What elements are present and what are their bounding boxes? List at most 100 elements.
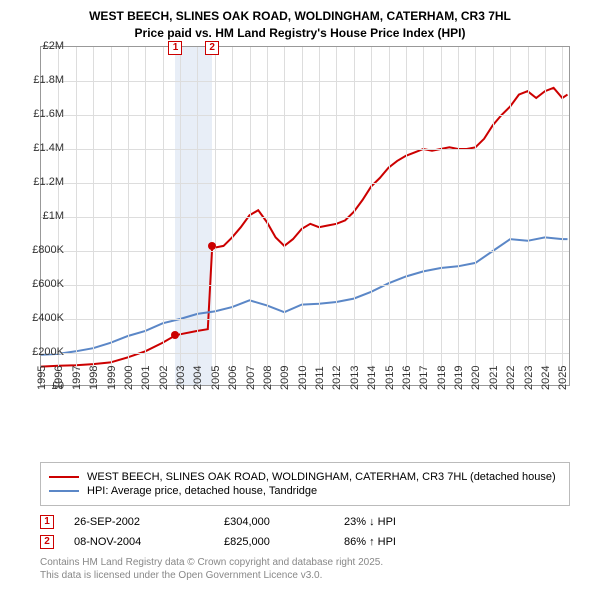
footer-licence: This data is licensed under the Open Gov… xyxy=(40,569,592,582)
gridline-v xyxy=(197,47,198,385)
gridline-v xyxy=(128,47,129,385)
y-axis-tick-label: £1.2M xyxy=(24,176,64,188)
gridline-v xyxy=(93,47,94,385)
footer: Contains HM Land Registry data © Crown c… xyxy=(40,556,592,582)
x-axis-tick-label: 1999 xyxy=(106,365,118,389)
y-axis-tick-label: £1.6M xyxy=(24,108,64,120)
gridline-v xyxy=(371,47,372,385)
legend-swatch-hpi xyxy=(49,490,79,492)
x-axis-tick-label: 2019 xyxy=(453,365,465,389)
gridline-v xyxy=(545,47,546,385)
x-axis-tick-label: 2024 xyxy=(540,365,552,389)
sale-row-delta: 23% ↓ HPI xyxy=(344,516,474,528)
x-axis-tick-label: 2012 xyxy=(331,365,343,389)
x-axis-tick-label: 2014 xyxy=(366,365,378,389)
gridline-h xyxy=(41,149,569,150)
x-axis-tick-label: 2001 xyxy=(140,365,152,389)
gridline-v xyxy=(406,47,407,385)
x-axis-tick-label: 2003 xyxy=(175,365,187,389)
x-axis-tick-label: 2023 xyxy=(523,365,535,389)
legend-swatch-price-paid xyxy=(49,476,79,478)
y-axis-tick-label: £1M xyxy=(24,210,64,222)
x-axis-tick-label: 2010 xyxy=(297,365,309,389)
gridline-v xyxy=(232,47,233,385)
gridline-v xyxy=(302,47,303,385)
x-axis-tick-label: 2011 xyxy=(314,366,326,390)
gridline-v xyxy=(250,47,251,385)
y-axis-tick-label: £600K xyxy=(24,278,64,290)
gridline-h xyxy=(41,217,569,218)
gridline-v xyxy=(528,47,529,385)
gridline-v xyxy=(510,47,511,385)
gridline-h xyxy=(41,251,569,252)
x-axis-tick-label: 1998 xyxy=(88,365,100,389)
x-axis-tick-label: 2016 xyxy=(401,365,413,389)
legend-label-price-paid: WEST BEECH, SLINES OAK ROAD, WOLDINGHAM,… xyxy=(87,471,556,483)
gridline-h xyxy=(41,81,569,82)
gridline-v xyxy=(354,47,355,385)
x-axis-tick-label: 2018 xyxy=(436,365,448,389)
footer-copyright: Contains HM Land Registry data © Crown c… xyxy=(40,556,592,569)
gridline-v xyxy=(562,47,563,385)
gridline-v xyxy=(267,47,268,385)
sale-row-price: £304,000 xyxy=(224,516,324,528)
sale-marker-1: 1 xyxy=(168,41,182,55)
sale-row-price: £825,000 xyxy=(224,536,324,548)
gridline-v xyxy=(163,47,164,385)
y-axis-tick-label: £200K xyxy=(24,346,64,358)
sale-row-delta: 86% ↑ HPI xyxy=(344,536,474,548)
x-axis-tick-label: 2015 xyxy=(384,365,396,389)
title-line-1: WEST BEECH, SLINES OAK ROAD, WOLDINGHAM,… xyxy=(8,8,592,25)
x-axis-tick-label: 2025 xyxy=(557,365,569,389)
legend-label-hpi: HPI: Average price, detached house, Tand… xyxy=(87,485,317,497)
gridline-v xyxy=(76,47,77,385)
series-line-price_paid xyxy=(41,87,568,366)
gridline-v xyxy=(423,47,424,385)
x-axis-tick-label: 2002 xyxy=(158,365,170,389)
x-axis-tick-label: 2017 xyxy=(418,365,430,389)
x-axis-tick-label: 2008 xyxy=(262,365,274,389)
x-axis-tick-label: 2021 xyxy=(488,365,500,389)
gridline-v xyxy=(441,47,442,385)
gridline-h xyxy=(41,353,569,354)
y-axis-tick-label: £1.8M xyxy=(24,74,64,86)
gridline-h xyxy=(41,285,569,286)
sale-row-date: 26-SEP-2002 xyxy=(74,516,204,528)
sale-dot-1 xyxy=(171,331,179,339)
sale-marker-2: 2 xyxy=(205,41,219,55)
sale-row-date: 08-NOV-2004 xyxy=(74,536,204,548)
x-axis-tick-label: 2013 xyxy=(349,365,361,389)
x-axis-tick-label: 1997 xyxy=(71,365,83,389)
y-axis-tick-label: £400K xyxy=(24,312,64,324)
gridline-v xyxy=(319,47,320,385)
gridline-v xyxy=(458,47,459,385)
x-axis-tick-label: 1996 xyxy=(53,365,65,389)
gridline-h xyxy=(41,319,569,320)
x-axis-tick-label: 2009 xyxy=(279,365,291,389)
legend-row-hpi: HPI: Average price, detached house, Tand… xyxy=(49,485,561,497)
legend: WEST BEECH, SLINES OAK ROAD, WOLDINGHAM,… xyxy=(40,462,570,506)
y-axis-tick-label: £1.4M xyxy=(24,142,64,154)
series-line-hpi xyxy=(41,237,568,354)
y-axis-tick-label: £2M xyxy=(24,40,64,52)
x-axis-tick-label: 2022 xyxy=(505,365,517,389)
gridline-v xyxy=(284,47,285,385)
x-axis-tick-label: 2020 xyxy=(470,365,482,389)
x-axis-tick-label: 2006 xyxy=(227,365,239,389)
gridline-v xyxy=(111,47,112,385)
sale-row-marker: 2 xyxy=(40,535,54,549)
gridline-h xyxy=(41,183,569,184)
sale-dot-2 xyxy=(208,242,216,250)
gridline-h xyxy=(41,115,569,116)
gridline-v xyxy=(336,47,337,385)
x-axis-tick-label: 2000 xyxy=(123,365,135,389)
x-axis-tick-label: 2007 xyxy=(245,365,257,389)
gridline-v xyxy=(180,47,181,385)
sales-table: 126-SEP-2002£304,00023% ↓ HPI208-NOV-200… xyxy=(40,512,570,552)
x-axis-tick-label: 2004 xyxy=(192,365,204,389)
x-axis-tick-label: 2005 xyxy=(210,365,222,389)
gridline-v xyxy=(215,47,216,385)
chart-title: WEST BEECH, SLINES OAK ROAD, WOLDINGHAM,… xyxy=(8,8,592,42)
legend-row-price-paid: WEST BEECH, SLINES OAK ROAD, WOLDINGHAM,… xyxy=(49,471,561,483)
gridline-v xyxy=(475,47,476,385)
